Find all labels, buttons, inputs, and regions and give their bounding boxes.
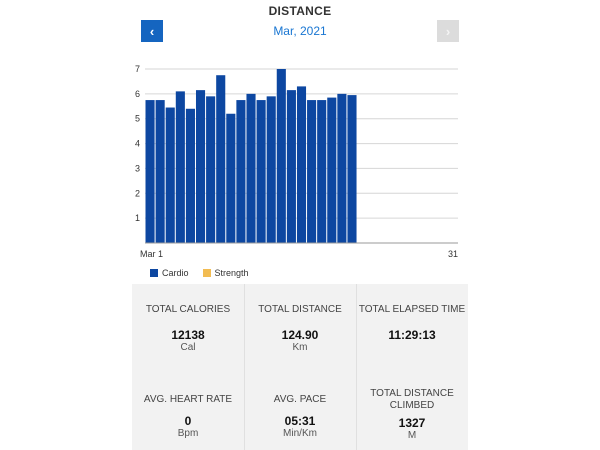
stat-total-calories: TOTAL CALORIES 12138 Cal [132,304,244,354]
bar-cardio [246,93,256,243]
stat-total-elapsed-time: TOTAL ELAPSED TIME 11:29:13 [356,304,468,342]
divider [356,284,357,450]
previous-month-button[interactable]: ‹ [141,20,163,42]
stat-avg-pace: AVG. PACE 05:31 Min/Km [244,394,356,440]
legend-item-cardio: Cardio [150,268,189,278]
bar-cardio [185,108,195,244]
legend-item-strength: Strength [202,268,249,278]
stat-label: TOTAL ELAPSED TIME [358,304,466,315]
stat-value: 124.90 [281,328,319,342]
bar-cardio [226,113,236,243]
bar-cardio [165,107,175,244]
legend-label-strength: Strength [214,268,249,278]
y-tick-label: 7 [135,64,140,74]
x-tick-label-start: Mar 1 [140,249,163,259]
stat-total-distance: TOTAL DISTANCE 124.90 Km [244,304,356,354]
stat-unit: Bpm [177,428,199,439]
bar-cardio [286,90,296,243]
stat-value: 11:29:13 [388,328,436,342]
stat-unit: Cal [180,342,196,353]
bar-cardio [206,96,216,243]
bar-cardio [195,90,206,243]
stat-label: TOTAL DISTANCE [258,304,342,315]
y-tick-label: 3 [135,163,140,173]
stat-value: 12138 [171,328,205,342]
y-tick-label: 4 [135,139,140,149]
month-selector[interactable]: Mar, 2021 [273,24,327,38]
y-tick-label: 2 [135,188,140,198]
stat-label: AVG. HEART RATE [143,394,233,405]
stat-unit: Min/Km [283,428,317,439]
stat-label: TOTAL CALORIES [145,304,231,315]
divider [244,284,245,450]
next-month-button[interactable]: › [437,20,459,42]
page-title: DISTANCE [268,4,332,18]
bar-cardio [236,100,246,243]
legend-swatch-cardio [150,269,158,277]
stat-unit: Km [292,342,308,353]
bar-cardio [256,100,266,243]
stat-label: TOTAL DISTANCE [370,388,454,399]
stat-label: CLIMBED [389,400,435,411]
stat-value: 05:31 [284,414,316,428]
bar-cardio [327,97,337,243]
x-tick-label-end: 31 [448,249,458,259]
stat-unit: M [407,430,417,441]
stat-total-distance-climbed: TOTAL DISTANCE CLIMBED 1327 M [356,388,468,442]
stat-avg-heart-rate: AVG. HEART RATE 0 Bpm [132,394,244,440]
legend-label-cardio: Cardio [162,268,189,278]
bar-cardio [216,75,226,243]
distance-bar-chart: 1 2 3 4 5 6 7 Mar 1 31 [135,64,458,259]
y-tick-label: 5 [135,114,140,124]
stats-panel: TOTAL CALORIES 12138 Cal TOTAL DISTANCE … [132,284,468,450]
chevron-right-icon: › [445,23,451,39]
chevron-left-icon: ‹ [149,23,155,39]
bar-cardio [347,95,357,243]
stat-label: AVG. PACE [273,394,327,405]
bar-cardio [155,100,165,243]
legend-swatch-strength [202,269,211,277]
stat-value: 0 [184,414,192,428]
bar-cardio [145,100,155,243]
bar-cardio [276,69,286,243]
bar-cardio [266,96,276,243]
stat-value: 1327 [398,416,426,430]
y-tick-label: 1 [135,213,140,223]
bar-cardio [296,86,307,244]
bar-cardio [175,91,185,243]
bar-cardio [337,93,347,243]
y-tick-label: 6 [135,89,140,99]
bar-cardio [317,100,327,243]
chart-legend: Cardio Strength [150,268,249,278]
bar-cardio [307,100,317,243]
